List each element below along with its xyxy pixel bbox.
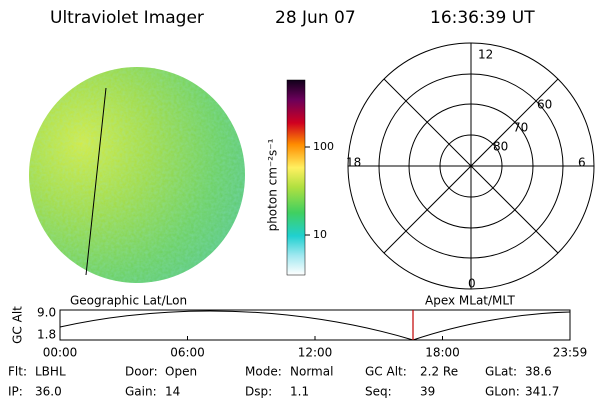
status-label: Door:	[125, 365, 158, 379]
x-tick-label: 00:00	[43, 346, 78, 360]
terminator-line	[85, 87, 107, 276]
x-tick-label: 12:00	[298, 346, 333, 360]
polar-grid	[347, 42, 595, 290]
status-label: Mode:	[245, 365, 282, 379]
panel-label: Apex MLat/MLT	[425, 294, 515, 308]
mlt-label: 6	[578, 156, 586, 170]
colorbar	[286, 79, 306, 276]
status-label: Flt:	[8, 365, 27, 379]
status-value: 341.7	[525, 385, 559, 399]
mlt-label: 12	[478, 48, 493, 62]
status-label: GLon:	[485, 385, 520, 399]
status-label: GLat:	[485, 365, 517, 379]
colorbar-tick-label: 100	[313, 140, 334, 153]
altitude-curve	[59, 310, 571, 341]
y-axis-label: GC Alt	[11, 306, 25, 344]
status-value: Normal	[290, 365, 333, 379]
status-label: Seq:	[365, 385, 392, 399]
x-ticks: 00:00 06:00 12:00 18:00 23:59	[43, 336, 588, 360]
status-value: 36.0	[35, 385, 62, 399]
uv-image	[29, 67, 245, 283]
spoke	[383, 78, 559, 254]
status-value: Open	[165, 365, 197, 379]
status-label: GC Alt:	[365, 365, 407, 379]
x-tick-label: 23:59	[553, 346, 588, 360]
x-tick-label: 18:00	[425, 346, 460, 360]
date: 28 Jun 07	[275, 8, 356, 28]
time: 16:36:39 UT	[430, 8, 535, 28]
panel-label: Geographic Lat/Lon	[70, 294, 187, 308]
lat-label: 60	[537, 98, 552, 112]
status-panel: Flt: LBHL Door: Open Mode: Normal GC Alt: 2.2 R…	[8, 365, 559, 399]
status-value: LBHL	[35, 365, 66, 379]
status-label: IP:	[8, 385, 23, 399]
status-value: 39	[420, 385, 435, 399]
y-tick-label: 1.8	[37, 328, 56, 342]
y-tick-label: 9.0	[37, 306, 56, 320]
colorbar-label: photon cm⁻²s⁻¹	[266, 138, 280, 231]
status-label: Dsp:	[245, 385, 272, 399]
status-label: Gain:	[125, 385, 157, 399]
status-value: 14	[165, 385, 180, 399]
mlt-label: 0	[468, 277, 476, 291]
x-tick-label: 06:00	[170, 346, 205, 360]
mlt-label: 18	[346, 156, 361, 170]
image-noise	[29, 67, 245, 283]
status-value: 38.6	[525, 365, 552, 379]
colorbar-tick-label: 10	[313, 228, 327, 241]
instrument-title: Ultraviolet Imager	[50, 8, 204, 28]
status-value: 1.1	[290, 385, 309, 399]
status-value: 2.2 Re	[420, 365, 458, 379]
lat-label: 70	[513, 121, 528, 135]
lat-label: 80	[493, 140, 508, 154]
